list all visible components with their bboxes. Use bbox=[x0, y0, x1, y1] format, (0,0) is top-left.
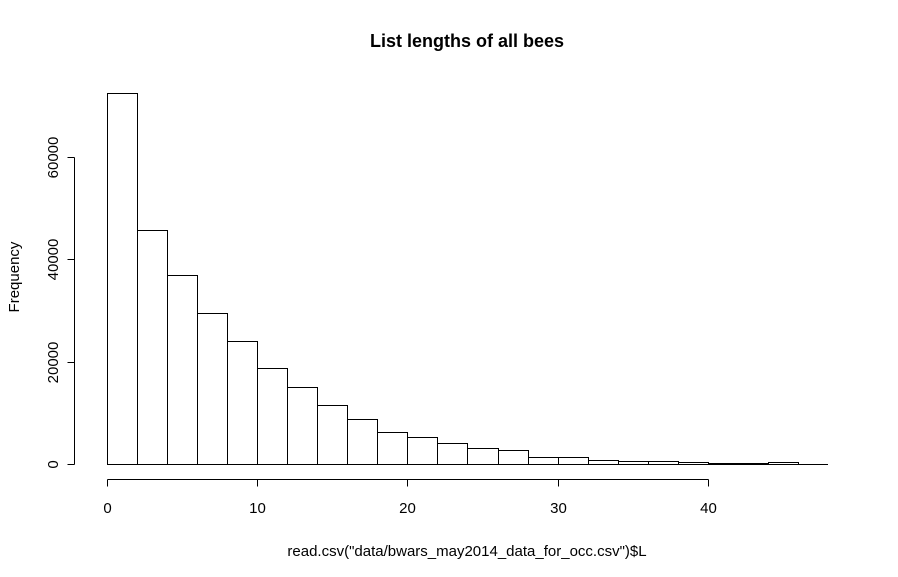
histogram-bar-3 bbox=[197, 313, 228, 465]
histogram-bar-0 bbox=[107, 93, 138, 465]
histogram-bar-10 bbox=[407, 437, 438, 465]
histogram-bar-12 bbox=[467, 448, 499, 465]
histogram-bar-15 bbox=[558, 457, 589, 465]
x-tick-label-2: 20 bbox=[399, 500, 416, 517]
histogram-bar-2 bbox=[167, 275, 198, 465]
histogram-bar-14 bbox=[528, 457, 559, 465]
bars-group bbox=[107, 93, 799, 465]
histogram-bar-6 bbox=[287, 387, 318, 465]
y-tick-label-1: 20000 bbox=[45, 342, 62, 384]
x-tick-label-1: 10 bbox=[249, 500, 266, 517]
y-axis-label: Frequency bbox=[6, 241, 23, 312]
y-tick-label-0: 0 bbox=[45, 460, 62, 468]
y-tick-label-3: 60000 bbox=[45, 137, 62, 179]
x-tick-label-3: 30 bbox=[550, 500, 567, 517]
histogram-bar-11 bbox=[437, 443, 468, 465]
x-axis-label: read.csv("data/bwars_may2014_data_for_oc… bbox=[287, 543, 646, 560]
x-tick-label-0: 0 bbox=[103, 500, 111, 517]
histogram-bar-9 bbox=[377, 432, 408, 465]
histogram-bar-16 bbox=[588, 460, 619, 465]
y-axis: 0 20000 40000 60000 bbox=[45, 137, 75, 469]
histogram-bar-1 bbox=[137, 230, 168, 465]
histogram-bar-4 bbox=[227, 341, 258, 465]
histogram-bar-7 bbox=[317, 405, 348, 465]
y-tick-label-2: 40000 bbox=[45, 239, 62, 281]
chart-title: List lengths of all bees bbox=[370, 31, 564, 51]
histogram-bar-8 bbox=[347, 419, 378, 465]
histogram-bar-13 bbox=[498, 450, 529, 465]
x-tick-label-4: 40 bbox=[700, 500, 717, 517]
histogram-bar-5 bbox=[257, 368, 288, 465]
x-axis: 0 10 20 30 40 bbox=[103, 479, 717, 517]
